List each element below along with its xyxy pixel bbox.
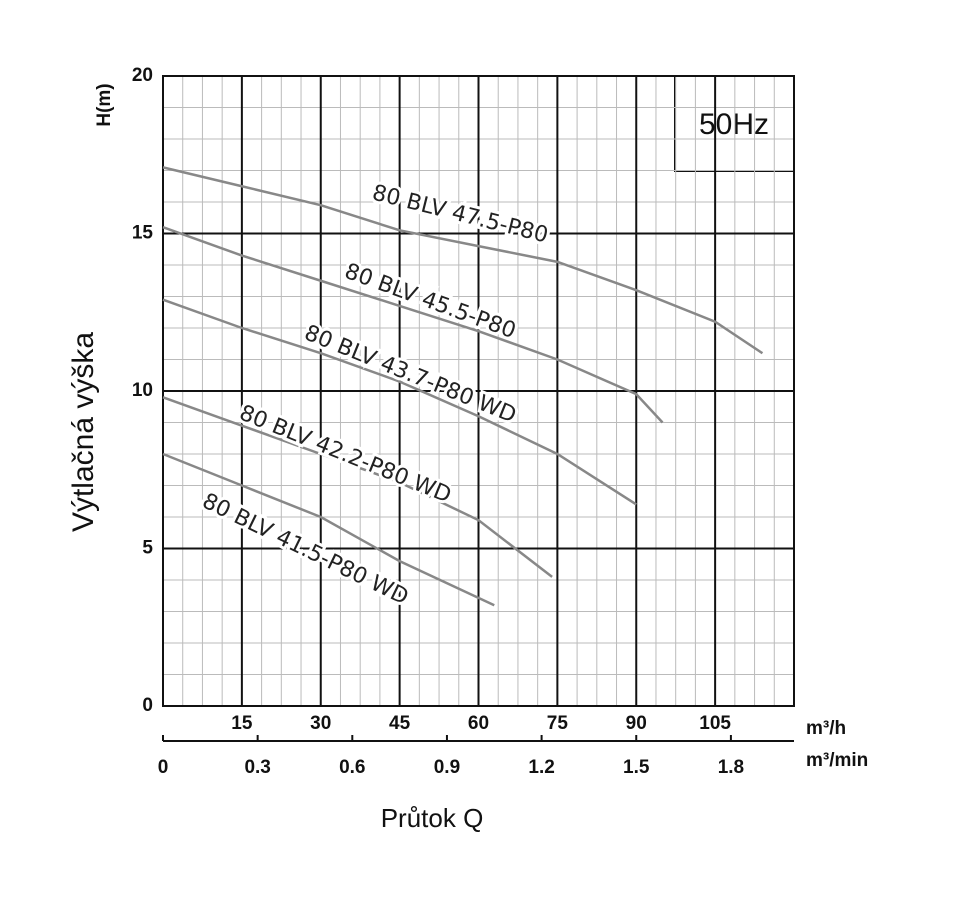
x2-tick-label: 1.5 [623,757,650,778]
series-line [162,166,764,355]
x-tick-label: 60 [468,713,489,734]
y-tick-label: 0 [142,695,153,716]
series-line [162,396,553,578]
x-tick-label: 90 [626,713,647,734]
x-unit: m³/h [806,718,846,739]
x-tick-label: 105 [699,713,731,734]
annotation: 50Hz [699,108,769,141]
x2-unit: m³/min [806,750,868,771]
y-tick-label: 5 [142,538,153,559]
x2-tick-label: 1.2 [528,757,554,778]
x2-tick-label: 0.9 [434,757,460,778]
series-line [162,452,495,607]
y-tick-label: 15 [132,223,154,244]
y-unit: H(m) [94,83,115,126]
x-tick-label: 75 [547,713,569,734]
series-label: 80 BLV 43.7-P80 WD [301,321,520,429]
y-tick-label: 20 [132,65,153,86]
x2-tick-label: 0 [158,757,169,778]
x2-tick-label: 1.8 [718,757,744,778]
y-tick-label: 10 [132,380,153,401]
x-tick-label: 45 [389,713,411,734]
x2-tick-label: 0.3 [244,757,270,778]
x2-tick-label: 0.6 [339,757,365,778]
series-label: 80 BLV 45.5-P80 [341,259,519,344]
x-tick-label: 30 [310,713,331,734]
series-label: 80 BLV 47.5-P80 [370,181,551,249]
series-line [162,298,637,506]
x-tick-label: 15 [231,713,253,734]
plot-frame [162,75,795,707]
y-axis-title: Výtlačná výška [67,332,100,532]
series-label: 80 BLV 42.2-P80 WD [236,401,455,509]
series-line [162,226,664,424]
x-axis-title: Průtok Q [381,803,484,833]
